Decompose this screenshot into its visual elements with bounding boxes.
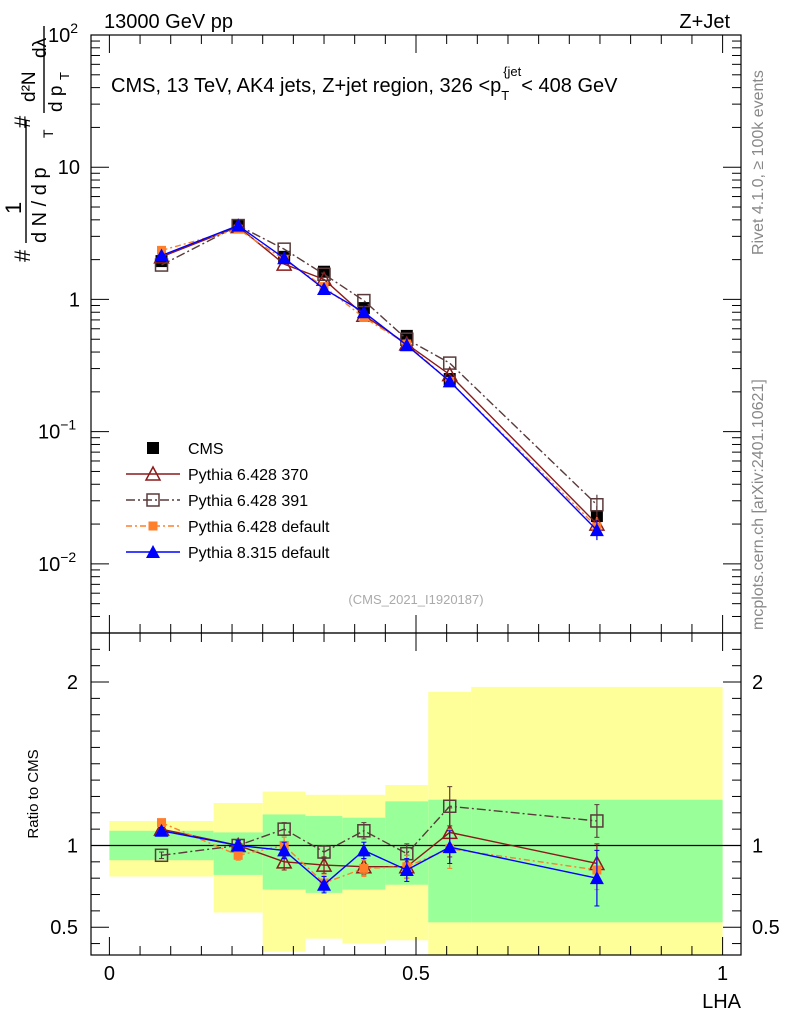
series-p8def [154, 218, 604, 541]
x-tick-label: 0 [104, 963, 115, 985]
x-axis-label: LHA [702, 991, 742, 1013]
legend-label-p8def: Pythia 8.315 default [188, 545, 330, 562]
ratio-point-p370 [275, 853, 293, 869]
legend-label-p6def: Pythia 6.428 default [188, 519, 330, 536]
series-line-p391 [161, 224, 598, 506]
title-sup: {jet [503, 64, 521, 79]
header-left: 13000 GeV pp [104, 11, 233, 33]
ylabel-dlambda: dλ [30, 37, 51, 58]
ratio-point-p8def [356, 843, 371, 857]
series-p370 [153, 218, 606, 535]
ratio-y-tick-label: 0.5 [50, 917, 78, 939]
ylabel-one: 1 [1, 202, 26, 214]
ratio-y-tick-label: 2 [67, 672, 78, 694]
ratio-y-tick-label-right: 1 [752, 835, 763, 857]
ratio-panel: 0.5 0.51 12 2 0 0.5 1 [50, 632, 780, 985]
ratio-point-p6def [359, 863, 369, 873]
data-point-p391 [317, 267, 331, 282]
main-title: CMS, 13 TeV, AK4 jets, Z+jet region, 326… [111, 64, 618, 103]
legend-label-p370: Pythia 6.428 370 [188, 467, 308, 484]
rivet-label: Rivet 4.1.0, ≥ 100k events [750, 70, 767, 255]
legend-label-p391: Pythia 6.428 391 [188, 493, 308, 510]
ratio-line-p391 [161, 805, 597, 856]
ratio-y-tick-label-right: 0.5 [752, 917, 780, 939]
ratio-point-p8def [442, 840, 457, 854]
y-tick-label: 102 [48, 20, 78, 47]
y-tick-label: 10 [58, 157, 80, 179]
ylabel-num-sub: T [57, 72, 72, 80]
legend: CMS Pythia 6.428 370 Pythia 6.428 391 Pythi… [126, 441, 330, 562]
ratio-point-p391 [277, 822, 291, 836]
main-x-ticks [108, 35, 724, 633]
y-tick-label: 1 [69, 289, 80, 311]
ylabel-hash-2: # [10, 115, 35, 128]
ratio-y-tick-label: 1 [67, 835, 78, 857]
data-point-p8def [589, 523, 604, 537]
main-panel: 10−2 10−1 1 10 102 [38, 20, 742, 634]
ratio-ylabel: Ratio to CMS [25, 749, 42, 838]
y-tick-label: 10−2 [38, 549, 76, 576]
ratio-y-tick-label-right: 2 [752, 672, 763, 694]
ratio-point-p391 [154, 848, 169, 863]
series-p6def [157, 224, 602, 538]
ylabel-num: d²N [19, 71, 40, 102]
ratio-point-p391 [357, 824, 371, 838]
ratio-point-p370 [315, 856, 333, 872]
header-right: Z+Jet [679, 11, 730, 33]
legend-marker-p8def [146, 545, 160, 558]
title-pre: CMS, 13 TeV, AK4 jets, Z+jet region, 326… [111, 75, 501, 97]
ratio-point-p8def [317, 877, 332, 891]
ylabel-den-sub: T [40, 129, 56, 138]
data-point-p8def [277, 251, 292, 265]
ratio-point-p391 [590, 814, 604, 828]
legend-marker-p6def [148, 521, 158, 531]
data-point-p8def [442, 374, 457, 388]
series-line-p8def [161, 224, 598, 531]
ratio-x-ticks: 0 0.5 1 [104, 633, 728, 985]
ylabel-num2: d p [46, 86, 67, 112]
data-point-p8def [356, 305, 371, 319]
title-post: < 408 GeV [521, 75, 618, 97]
data-point-p391 [590, 497, 604, 512]
ratio-line-p6def [161, 821, 597, 884]
ratio-point-p8def [231, 838, 246, 852]
data-point-p8def [317, 281, 332, 295]
ratio-point-p8def [399, 863, 414, 877]
ratio-point-p8def [154, 823, 169, 837]
mcplots-label: mcplots.cern.ch [arXiv:2401.10621] [750, 379, 767, 630]
ratio-point-p6def [157, 818, 167, 828]
ratio-bands [91, 686, 741, 955]
data-point-p8def [231, 218, 246, 232]
y-tick-label: 10−1 [38, 417, 76, 444]
legend-label-cms: CMS [188, 441, 224, 458]
ratio-line-p8def [161, 830, 598, 886]
data-point-p391 [442, 356, 457, 370]
ratio-series-p391 [154, 786, 604, 864]
main-ylabel: # 1 d N / d p T # d²N d p T dλ [1, 26, 72, 262]
ratio-point-p8def [277, 843, 292, 857]
legend-marker-p391 [146, 493, 160, 507]
main-frame [90, 34, 742, 634]
title-sub: T [501, 88, 509, 103]
x-tick-label: 1 [717, 963, 728, 985]
ratio-series [153, 786, 606, 907]
legend-marker-cms [147, 442, 159, 454]
ratio-series-p8def [154, 823, 604, 907]
main-series [153, 218, 606, 541]
ratio-y-ticks: 0.5 0.5 1 1 2 2 [50, 648, 780, 945]
analysis-watermark: (CMS_2021_I1920187) [348, 592, 483, 607]
ratio-point-p391 [317, 845, 331, 859]
ratio-point-p8def [589, 871, 604, 885]
x-tick-label: 0.5 [402, 963, 430, 985]
data-point-p8def [399, 338, 414, 352]
ratio-point-p391 [442, 799, 457, 814]
ylabel-hash-1: # [10, 249, 35, 262]
legend-marker-p370 [144, 465, 162, 481]
ylabel-den: d N / d p [29, 167, 51, 243]
main-y-ticks: 10−2 10−1 1 10 102 [38, 20, 741, 634]
ratio-point-p6def [233, 850, 243, 860]
data-point-p8def [154, 248, 169, 262]
